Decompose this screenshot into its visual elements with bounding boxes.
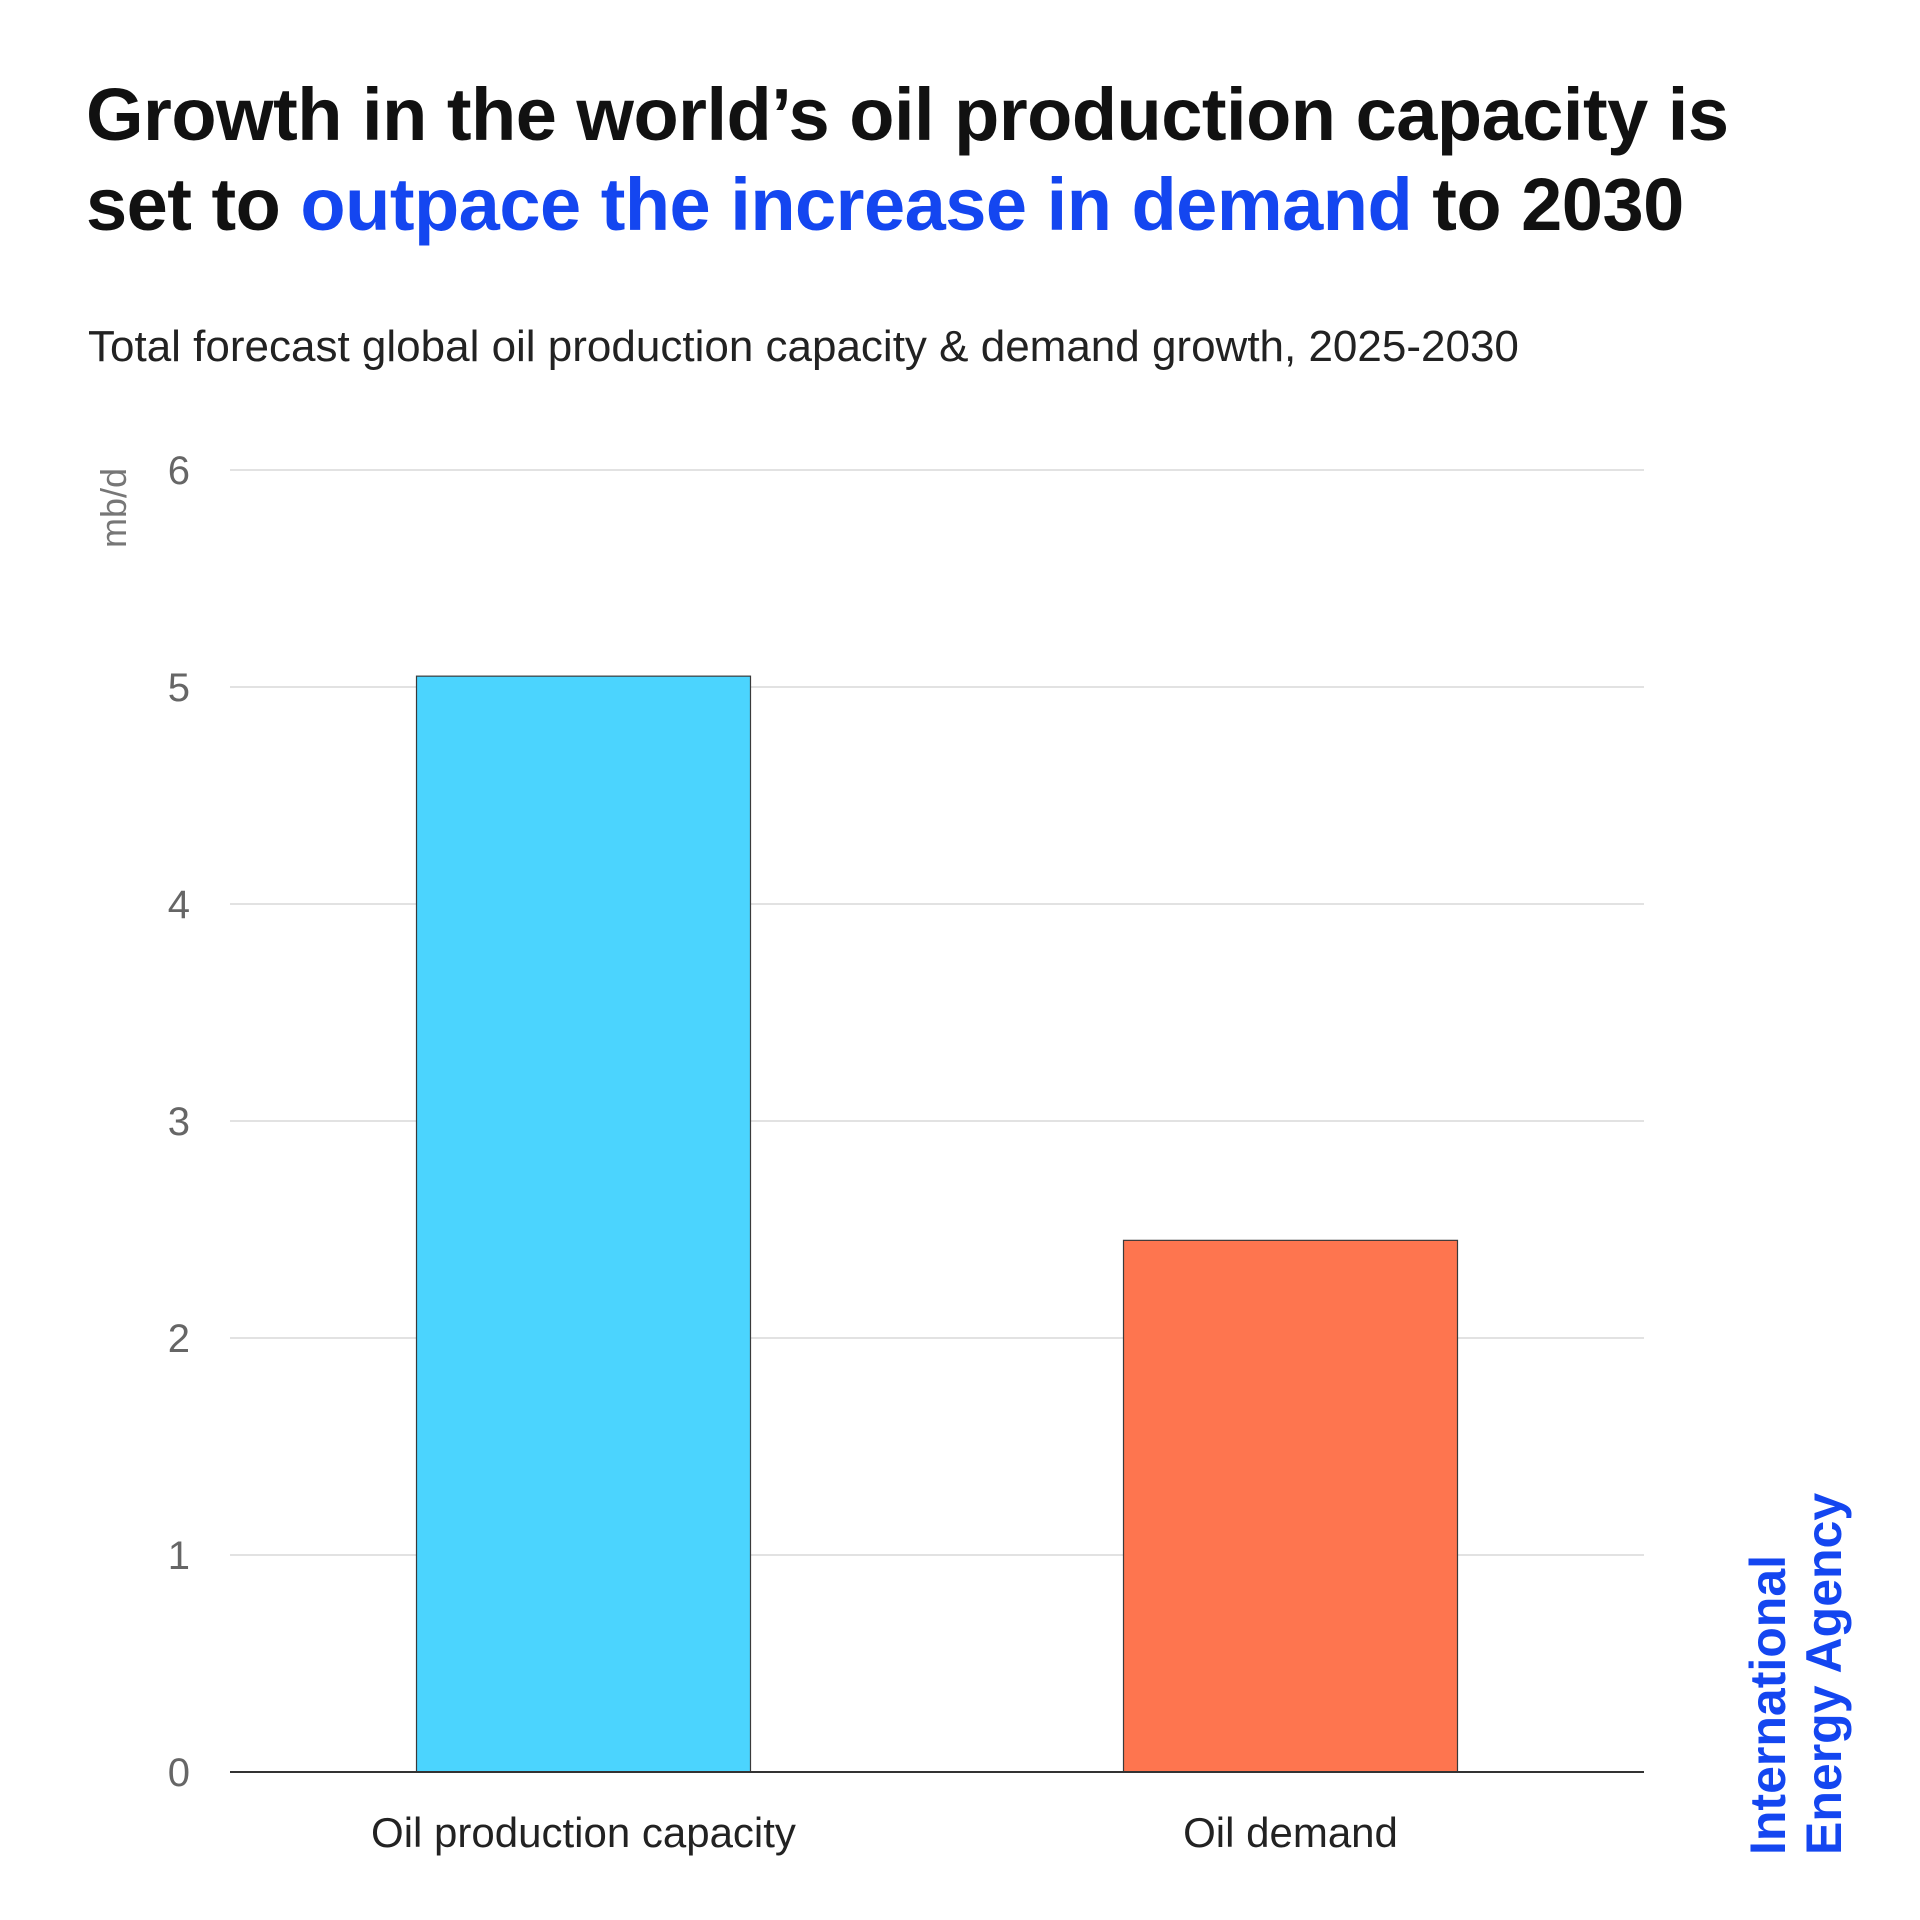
y-tick-label: 2 xyxy=(168,1317,190,1361)
bars xyxy=(415,675,1459,1773)
x-tick-label: Oil demand xyxy=(1183,1809,1398,1856)
x-tick-label: Oil production capacity xyxy=(371,1809,796,1856)
axes: 0 1 2 3 4 5 6 Oil production capacity Oil demand xyxy=(168,449,1644,1856)
y-tick-label: 6 xyxy=(168,449,190,493)
y-tick-label: 3 xyxy=(168,1100,190,1144)
chart-title: Growth in the world’s oil production cap… xyxy=(86,70,1846,250)
bar-oil-production-capacity xyxy=(415,675,752,1773)
title-highlight: outpace the increase in demand xyxy=(300,163,1413,246)
y-tick-label: 5 xyxy=(168,666,190,710)
title-part-2: to 2030 xyxy=(1412,163,1684,246)
title-part-1: Growth in the world’s oil production cap… xyxy=(86,73,1729,246)
y-axis-label: mb/d xyxy=(93,468,134,548)
y-tick-label: 1 xyxy=(168,1534,190,1578)
y-tick-label: 0 xyxy=(168,1751,190,1795)
chart-subtitle: Total forecast global oil production cap… xyxy=(88,322,1519,371)
iea-logo: International Energy Agency xyxy=(1740,1493,1852,1855)
brand-line-1: International xyxy=(1740,1554,1796,1855)
bar-oil-demand xyxy=(1122,1239,1459,1773)
brand-line-2: Energy Agency xyxy=(1796,1492,1852,1855)
y-tick-label: 4 xyxy=(168,883,190,927)
